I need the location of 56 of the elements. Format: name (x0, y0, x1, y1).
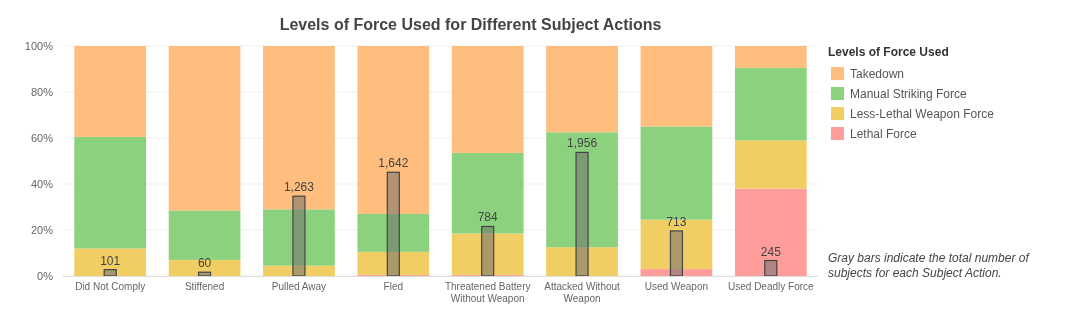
bar (263, 46, 335, 210)
bar (74, 248, 147, 276)
bar (74, 136, 147, 249)
bar (292, 195, 306, 277)
legend-label: Lethal Force (850, 127, 918, 142)
data-label: 1,263 (283, 180, 315, 195)
bar (168, 210, 241, 260)
x-tick-label: Used Deadly Force (728, 281, 815, 292)
x-tick-label: Fled (383, 281, 404, 292)
data-label: 784 (477, 210, 499, 225)
bar (451, 152, 524, 234)
chart-title: Levels of Force Used for Different Subject Actions (279, 16, 662, 33)
data-label: 1,956 (567, 136, 598, 151)
bar (575, 151, 589, 277)
y-tick-label: 20% (30, 223, 54, 236)
y-tick-label: 60% (30, 131, 54, 144)
bar (669, 230, 684, 277)
bar (640, 46, 713, 127)
bar (734, 188, 807, 276)
bar (546, 46, 618, 133)
bar (168, 46, 241, 211)
x-tick-label: Did Not Comply (75, 281, 146, 292)
bar (734, 67, 807, 141)
legend-label: Manual Striking Force (850, 87, 968, 102)
x-tick-label: Used Weapon (644, 281, 709, 292)
bar (734, 46, 807, 68)
x-tick-label: Threatened Battery Without Weapon (444, 281, 531, 304)
bar (103, 269, 117, 277)
bar (640, 269, 713, 276)
data-label: 1,642 (378, 156, 409, 171)
legend-label: Less-Lethal Weapon Force (850, 107, 995, 122)
bar (481, 225, 495, 277)
x-tick-label: Stiffened (184, 281, 225, 292)
data-label: 60 (197, 256, 212, 271)
y-tick-label: 40% (30, 177, 54, 190)
x-tick-label: Pulled Away (271, 281, 327, 292)
bar (168, 259, 241, 276)
bar (386, 171, 400, 277)
legend-title: Levels of Force Used (828, 45, 949, 59)
y-tick-label: 100% (24, 39, 54, 52)
data-label: 245 (760, 244, 782, 259)
bar (263, 265, 335, 276)
bar (764, 259, 778, 277)
y-tick-label: 0% (37, 269, 54, 282)
bar (734, 140, 807, 189)
data-label: 713 (666, 214, 687, 229)
bar (74, 46, 147, 137)
data-label: 101 (100, 253, 121, 268)
bar (546, 247, 618, 276)
y-tick-label: 80% (30, 85, 54, 98)
bar (357, 46, 430, 214)
x-tick-label: Attacked Without Weapon (544, 281, 621, 304)
text: Gray bars indicate the total number of subjects for each Subject Action. (828, 251, 1031, 280)
bar (357, 251, 430, 275)
legend-label: Takedown (850, 67, 905, 82)
bar (451, 46, 524, 153)
